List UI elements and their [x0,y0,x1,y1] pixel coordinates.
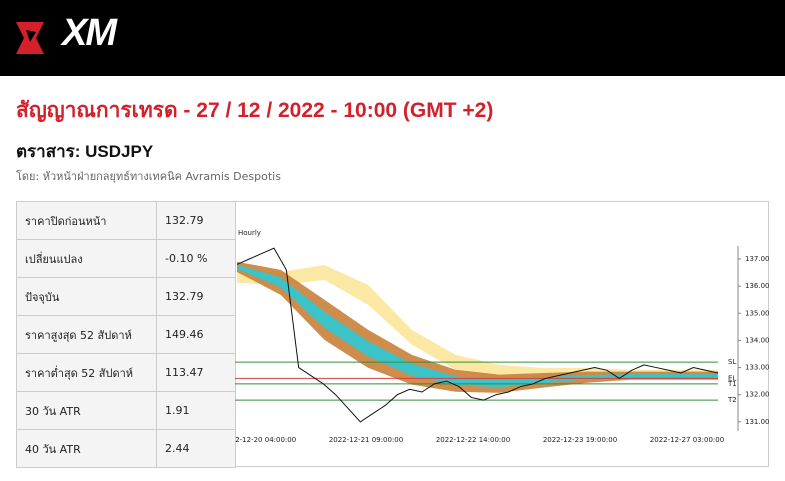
x-tick-label: 2022-12-22 14:00:00 [436,436,510,444]
key-cell: ราคาสูงสุด 52 สัปดาห์ [16,315,157,354]
value-cell: 1.91 [156,391,236,430]
table-row: เปลี่ยนแปลง -0.10 % [16,239,236,278]
value-cell: 113.47 [156,353,236,392]
y-tick-label: 133.00 [745,364,769,372]
table-row: 30 วัน ATR 1.91 [16,391,236,430]
value-cell: 132.79 [156,201,236,240]
chart-frame [235,201,769,467]
instrument: ตราสาร: USDJPY [16,142,154,161]
band [237,264,718,380]
table-row: ราคาปิดก่อนหน้า 132.79 [16,201,236,240]
table-row: 40 วัน ATR 2.44 [16,429,236,468]
value-cell: 149.46 [156,315,236,354]
level-label: T2 [727,396,737,404]
band [237,261,718,393]
band-core [237,264,718,388]
logo: XM [62,12,117,54]
y-tick-label: 136.00 [745,282,769,290]
key-cell: ปัจจุบัน [16,277,157,316]
key-cell: เปลี่ยนแปลง [16,239,157,278]
value-cell: 2.44 [156,429,236,468]
table-row: ราคาสูงสุด 52 สัปดาห์ 149.46 [16,315,236,354]
y-tick-label: 137.00 [745,255,769,263]
logo-icon [16,22,44,54]
y-tick-label: 135.00 [745,309,769,317]
key-cell: ราคาต่ำสุด 52 สัปดาห์ [16,353,157,392]
x-tick-label: 2022-12-23 19:00:00 [543,436,617,444]
chart: Hourly 131.00 132.00 133.00 134.00 135.00 136… [235,201,769,467]
y-tick-label: 132.00 [745,391,769,399]
x-tick-label: 2022-12-20 04:00:00 [235,436,296,444]
y-tick-label: 134.00 [745,336,769,344]
level-label: T1 [727,380,737,388]
author: โดย: หัวหน้าฝ่ายกลยุทธ์ทางเทคนิค Avramis… [16,170,281,183]
price-line [236,247,719,423]
key-cell: ราคาปิดก่อนหน้า [16,201,157,240]
header: XM [0,0,785,76]
table-row: ราคาต่ำสุด 52 สัปดาห์ 113.47 [16,353,236,392]
level-label: EL [728,374,736,382]
x-tick-label: 2022-12-27 03:00:00 [650,436,724,444]
level-label: SL [728,358,736,366]
table-row: ปัจจุบัน 132.79 [16,277,236,316]
title: สัญญาณการเทรด - 27 / 12 / 2022 - 10:00 (… [16,99,494,122]
y-tick-label: 131.00 [745,418,769,426]
value-cell: -0.10 % [156,239,236,278]
info-table: ราคาปิดก่อนหน้า 132.79 เปลี่ยนแปลง -0.10 % ป… [16,201,236,468]
chart-label: Hourly [238,229,261,237]
value-cell: 132.79 [156,277,236,316]
key-cell: 40 วัน ATR [16,429,157,468]
key-cell: 30 วัน ATR [16,391,157,430]
x-tick-label: 2022-12-21 09:00:00 [329,436,403,444]
